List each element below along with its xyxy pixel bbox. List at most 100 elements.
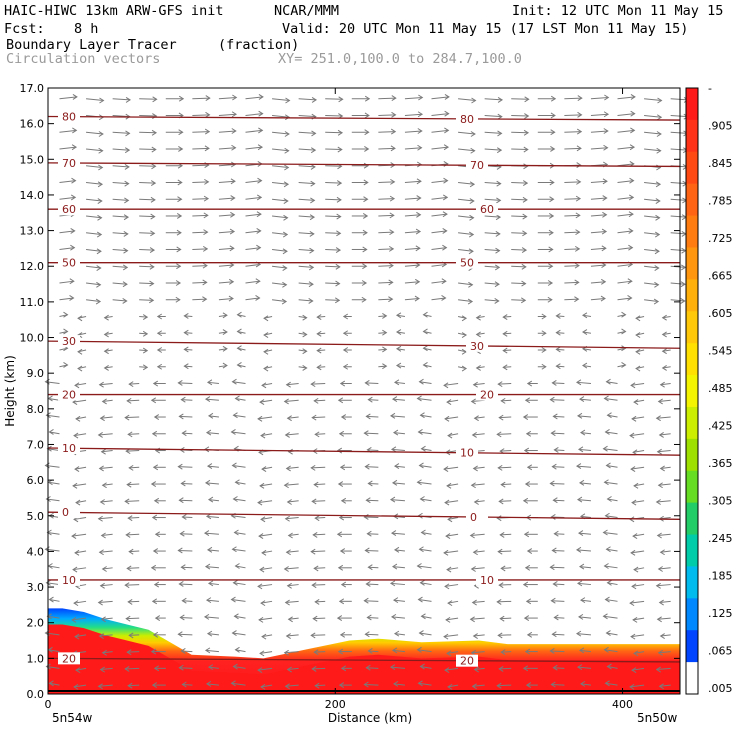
- vector-head: [63, 328, 69, 335]
- wind-vector: [298, 248, 314, 252]
- vector-head: [522, 213, 528, 220]
- wind-vector: [554, 449, 565, 452]
- vector-head: [635, 348, 641, 355]
- vector-head: [339, 631, 346, 638]
- wind-vector: [317, 366, 326, 368]
- vector-head: [69, 278, 75, 285]
- vector-head: [441, 295, 447, 301]
- wind-vector: [670, 248, 686, 252]
- vector-head: [310, 163, 316, 170]
- vector-head: [393, 463, 400, 470]
- wind-vector: [670, 98, 689, 101]
- wind-vector: [139, 349, 148, 352]
- wind-vector: [554, 616, 565, 619]
- tracer-core: [48, 624, 680, 694]
- wind-vector: [315, 433, 326, 435]
- vector-head: [602, 529, 608, 536]
- wind-vector: [634, 567, 645, 571]
- wind-vector: [364, 683, 379, 686]
- wind-vector: [231, 515, 246, 519]
- vector-head: [442, 211, 448, 218]
- vector-head: [392, 597, 399, 604]
- wind-vector: [234, 532, 246, 535]
- vector-head: [77, 332, 83, 338]
- wind-vector: [287, 416, 299, 419]
- wind-vector: [259, 399, 273, 403]
- vector-head: [473, 666, 479, 673]
- vector-head: [364, 463, 370, 470]
- wind-vector: [391, 532, 405, 535]
- wind-vector: [59, 180, 76, 183]
- vector-head: [100, 448, 106, 455]
- vector-head: [621, 362, 627, 368]
- wind-vector: [287, 584, 299, 587]
- wind-vector: [245, 146, 263, 150]
- vector-head: [98, 164, 104, 171]
- vector-head: [178, 95, 185, 102]
- vector-head: [366, 530, 372, 537]
- vector-head: [497, 464, 503, 471]
- vector-head: [444, 583, 450, 590]
- vector-head: [628, 244, 634, 251]
- isotherm-label-bg: [456, 654, 478, 667]
- vector-head: [310, 180, 316, 187]
- wind-vector: [192, 248, 208, 250]
- wind-vector: [473, 383, 485, 386]
- wind-vector: [579, 398, 591, 401]
- vector-head: [393, 379, 400, 386]
- wind-vector: [218, 147, 236, 150]
- wind-vector: [670, 181, 687, 185]
- vector-head: [180, 648, 186, 654]
- vector-head: [418, 630, 424, 636]
- wind-vector: [139, 265, 154, 268]
- vector-head: [231, 111, 238, 118]
- vector-head: [156, 363, 163, 370]
- colorbar-frame: [685, 87, 699, 695]
- vector-head: [419, 412, 425, 419]
- wind-vector: [431, 113, 449, 116]
- vector-head: [551, 631, 557, 638]
- vector-head: [475, 314, 481, 321]
- y-tick-label: 10.0: [20, 332, 45, 345]
- wind-vector: [102, 567, 113, 570]
- wind-vector: [325, 282, 340, 285]
- vector-head: [575, 212, 581, 219]
- vector-head: [151, 514, 158, 521]
- vector-head: [521, 280, 527, 287]
- wind-vector: [472, 600, 485, 604]
- vector-head: [579, 647, 585, 654]
- wind-vector: [500, 450, 512, 452]
- vector-head: [500, 565, 506, 572]
- wind-vector: [458, 299, 473, 303]
- vector-head: [541, 313, 547, 320]
- vector-head: [522, 497, 529, 504]
- wind-vector: [181, 399, 193, 401]
- wind-vector: [444, 383, 459, 386]
- wind-vector: [233, 666, 246, 669]
- vector-head: [582, 362, 588, 369]
- vector-head: [445, 533, 451, 540]
- wind-vector: [497, 684, 512, 687]
- vector-head: [206, 463, 213, 470]
- wind-vector: [125, 416, 140, 419]
- colorbar-swatch: [686, 470, 698, 504]
- wind-vector: [590, 180, 607, 183]
- wind-vector: [550, 482, 565, 485]
- colorbar-label: .785: [708, 195, 733, 208]
- wind-vector: [378, 315, 387, 317]
- wind-vector: [473, 466, 485, 469]
- wind-vector: [192, 131, 210, 133]
- wind-vector: [366, 583, 379, 586]
- colorbar-label: .665: [708, 270, 733, 283]
- vector-head: [422, 328, 428, 335]
- wind-vector: [644, 148, 661, 152]
- vector-head: [395, 345, 402, 352]
- wind-vector: [126, 450, 140, 452]
- vector-head: [524, 96, 530, 103]
- vector-head: [382, 329, 388, 336]
- colorbar-label: .725: [708, 232, 733, 245]
- wind-vector: [421, 448, 432, 452]
- isotherm-label-bg: [456, 256, 478, 269]
- wind-vector: [245, 196, 262, 200]
- y-tick-label: 8.0: [27, 403, 45, 416]
